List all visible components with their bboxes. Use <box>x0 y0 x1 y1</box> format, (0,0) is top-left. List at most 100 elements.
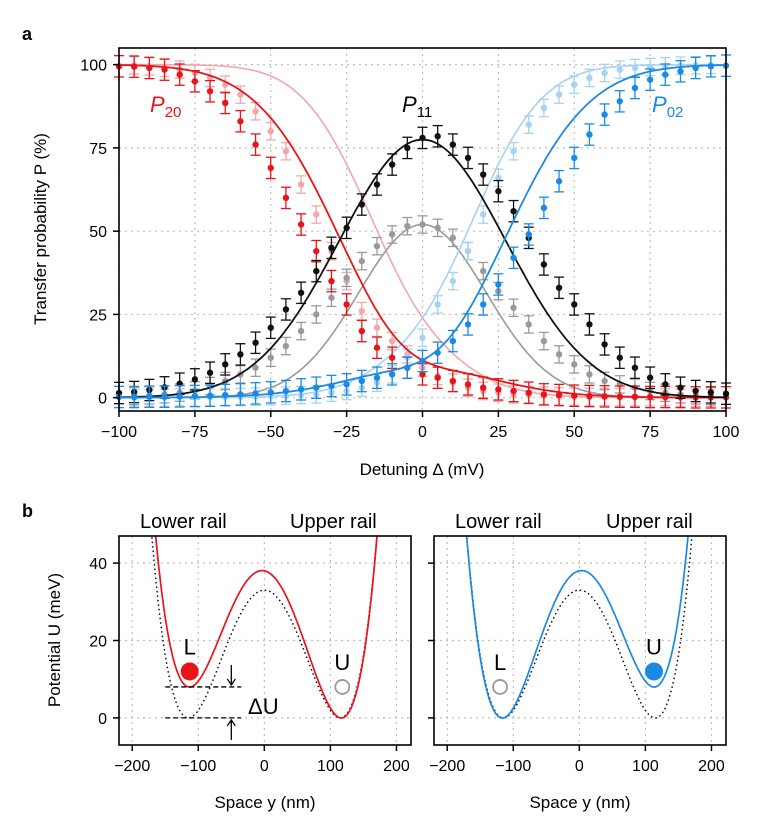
data-point-p02 <box>631 64 639 72</box>
data-point-p02 <box>237 391 244 398</box>
data-point-p11 <box>525 321 532 328</box>
data-point-p11 <box>480 267 487 275</box>
data-point-p02 <box>631 84 639 92</box>
data-point-p02 <box>601 111 608 118</box>
panel-b-left-x-tick-label: 0 <box>260 758 269 775</box>
data-point-p11 <box>388 161 396 168</box>
delta-u-label: ΔU <box>248 694 279 719</box>
panel-b-right-x-axis-label: Space y (nm) <box>529 793 630 812</box>
data-point-p02 <box>586 74 593 82</box>
data-point-p20 <box>571 392 578 399</box>
data-point-p11 <box>419 134 426 142</box>
panel-b-left-x-tick-label: −100 <box>180 758 216 775</box>
panel-b-right-reference-potential <box>466 536 693 719</box>
data-point-p20 <box>616 393 623 400</box>
panel-b-left-x-tick-label: −200 <box>114 758 150 775</box>
data-point-p02 <box>388 371 396 378</box>
data-point-p02 <box>495 174 502 182</box>
panel-a-y-tick-label: 25 <box>89 307 107 324</box>
data-point-p20 <box>646 393 654 401</box>
data-point-p20 <box>631 393 639 400</box>
rail-label-upper-right: Upper rail <box>606 511 693 533</box>
data-point-p11 <box>267 354 274 361</box>
data-point-p11 <box>252 339 259 346</box>
data-point-p02 <box>571 154 578 162</box>
data-point-p20 <box>176 71 183 78</box>
panel-a-x-tick-label: −25 <box>333 424 360 441</box>
data-point-p11 <box>388 231 396 238</box>
panel-b-right-x-tick-label: −200 <box>429 758 465 775</box>
panel-a-y-tick-label: 0 <box>98 391 107 408</box>
data-point-p02 <box>191 392 199 400</box>
data-point-p11 <box>677 384 684 391</box>
data-point-p02 <box>601 69 608 77</box>
data-point-p11 <box>434 224 441 232</box>
data-point-p20 <box>495 386 502 393</box>
label-p02-main: P <box>652 92 667 117</box>
data-point-p02 <box>282 387 290 395</box>
data-point-p02 <box>616 66 623 73</box>
data-point-p02 <box>616 98 623 105</box>
panel-a-x-tick-label: 25 <box>489 424 507 441</box>
data-point-p02 <box>555 91 563 98</box>
data-point-p02 <box>464 247 472 255</box>
label-p20-main: P <box>150 92 165 117</box>
data-point-p11 <box>404 144 411 152</box>
data-point-p20 <box>464 381 472 388</box>
data-point-p11 <box>328 294 335 301</box>
data-point-p20 <box>434 374 441 381</box>
data-point-p02 <box>571 81 578 88</box>
label-p11-main: P <box>402 92 417 117</box>
data-point-p20 <box>601 393 608 400</box>
data-point-p11 <box>282 342 290 350</box>
data-point-p20 <box>267 128 274 135</box>
label-p11-sub: 11 <box>417 104 433 121</box>
data-point-p02 <box>419 357 426 365</box>
data-point-p02 <box>146 393 153 400</box>
panel-b-left-reference-potential <box>151 536 378 719</box>
data-point-p11 <box>480 171 487 178</box>
data-point-p02 <box>677 68 684 75</box>
data-point-p02 <box>419 334 426 341</box>
data-point-p11 <box>404 222 411 230</box>
data-point-p02 <box>707 63 715 70</box>
panel-b-y-axis-label: Potential U (meV) <box>45 573 64 707</box>
data-point-p20 <box>267 164 274 172</box>
panel-b-right-potential-curve <box>465 536 689 719</box>
panel-a-letter: a <box>22 24 33 44</box>
data-point-p11 <box>571 301 578 308</box>
data-point-p11 <box>313 311 320 318</box>
data-point-p20 <box>252 141 259 148</box>
data-point-p02 <box>404 364 411 371</box>
panel-b-right-marks: UL <box>465 536 693 719</box>
rail-label-lower-right: Lower rail <box>455 511 542 533</box>
panel-b-left-y-tick-label: 40 <box>89 556 107 573</box>
data-point-p02 <box>176 393 183 400</box>
data-point-p20 <box>555 391 563 399</box>
panel-b-left-x-tick-label: 200 <box>383 758 410 775</box>
data-point-p02 <box>464 321 472 328</box>
data-point-p11 <box>555 284 563 291</box>
rail-label-lower-left: Lower rail <box>140 511 227 533</box>
data-point-p02 <box>540 204 548 212</box>
data-point-p02 <box>328 382 335 390</box>
panel-a-x-tick-label: −100 <box>101 424 137 441</box>
data-point-p02 <box>434 349 441 356</box>
panel-b-left-x-tick-label: 100 <box>317 758 344 775</box>
data-point-p11 <box>555 351 563 358</box>
data-point-p02 <box>586 131 593 138</box>
data-point-p11 <box>449 234 457 242</box>
panel-b-left-occupied-label: L <box>184 634 196 659</box>
data-point-p02 <box>161 393 168 400</box>
panel-b-right-x-tick-label: 0 <box>575 758 584 775</box>
data-point-p20 <box>237 118 244 125</box>
data-point-p02 <box>480 211 487 218</box>
data-point-p02 <box>525 231 532 238</box>
data-point-p11 <box>586 321 593 328</box>
panel-b-left-potential-curve <box>154 536 378 719</box>
data-point-p11 <box>252 364 259 371</box>
panel-a-marks <box>114 54 731 409</box>
data-point-p20 <box>540 391 548 398</box>
panel-a-y-tick-label: 50 <box>89 224 107 241</box>
data-point-p11 <box>601 377 608 385</box>
